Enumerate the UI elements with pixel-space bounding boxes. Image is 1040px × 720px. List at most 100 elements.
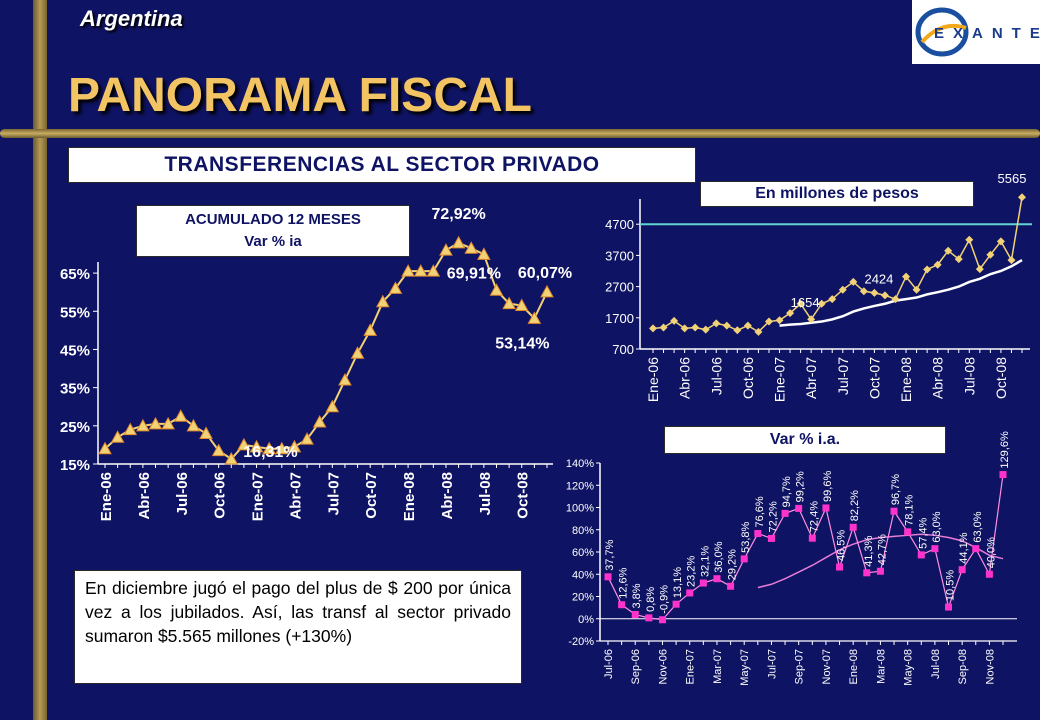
- millones-point: [680, 324, 689, 333]
- var-ia-x-tick-label: Jul-08: [930, 649, 942, 679]
- var-ia-data-label: 0,8%: [645, 587, 657, 612]
- var-ia-point: [754, 530, 762, 538]
- millones-x-tick-label: Jul-07: [835, 357, 851, 395]
- acumulado-point: [502, 296, 516, 310]
- acumulado-point: [477, 247, 491, 260]
- var-ia-y-tick-label: -20%: [568, 636, 594, 648]
- acumulado-data-label: 69,91%: [447, 265, 501, 282]
- acumulado-point: [287, 439, 302, 453]
- millones-point: [828, 295, 837, 304]
- var-ia-point: [645, 614, 653, 622]
- millones-point: [891, 295, 900, 304]
- var-ia-point: [945, 603, 953, 611]
- var-ia-data-label: 41,3%: [863, 535, 875, 566]
- var-ia-point: [999, 471, 1007, 479]
- decorative-vertical-bar: [33, 0, 47, 720]
- note-box: En diciembre jugó el pago del plus de $ …: [74, 570, 522, 684]
- millones-point: [975, 265, 984, 274]
- country-label: Argentina: [80, 6, 183, 31]
- var-ia-y-tick-label: 60%: [572, 547, 594, 559]
- acumulado-x-tick-label: Jul-08: [477, 472, 494, 515]
- millones-data-label: 5565: [998, 171, 1027, 186]
- millones-point: [965, 235, 974, 244]
- var-ia-point: [713, 575, 721, 583]
- acumulado-point: [186, 418, 201, 432]
- var-ia-box-label: Var % i.a.: [664, 426, 946, 454]
- millones-x-tick-label: Ene-06: [645, 357, 661, 402]
- acumulado-point: [173, 409, 188, 422]
- millones-x-tick-label: Abr-06: [677, 357, 693, 399]
- var-ia-x-tick-label: Jul-07: [766, 649, 778, 679]
- acumulado-y-tick-label: 45%: [60, 342, 90, 359]
- var-ia-data-label: 76,6%: [754, 496, 766, 527]
- millones-point: [754, 327, 763, 336]
- acumulado-point: [161, 416, 175, 430]
- millones-x-tick-label: Jul-08: [961, 357, 977, 395]
- exante-logo: EXANTE: [912, 0, 1040, 64]
- millones-point: [649, 324, 657, 333]
- var-ia-point: [767, 534, 775, 542]
- millones-y-tick-label: 1700: [605, 311, 634, 326]
- var-ia-point: [686, 589, 694, 597]
- acumulado-point: [426, 264, 441, 277]
- acumulado-x-tick-label: Ene-06: [98, 472, 115, 521]
- acumulado-data-label: 60,07%: [518, 265, 572, 282]
- var-ia-data-label: 78,1%: [904, 494, 916, 525]
- logo-text: EXANTE: [934, 25, 1040, 42]
- var-ia-point: [727, 582, 735, 590]
- millones-box-label: En millones de pesos: [700, 181, 974, 207]
- acumulado-point: [338, 372, 352, 386]
- var-ia-x-tick-label: Sep-08: [957, 649, 969, 684]
- millones-x-tick-label: Oct-07: [866, 357, 882, 399]
- millones-y-tick-label: 4700: [605, 217, 634, 232]
- acumulado-point: [249, 439, 264, 453]
- var-ia-data-label: 10,5%: [945, 570, 957, 601]
- var-ia-data-label: 82,2%: [849, 490, 861, 521]
- millones-point: [933, 260, 942, 269]
- var-ia-data-label: 53,8%: [740, 521, 752, 552]
- acumulado-point: [325, 399, 340, 413]
- acumulado-box-line2: Var % ia: [244, 233, 302, 250]
- var-ia-data-label: 63,0%: [972, 511, 984, 542]
- acumulado-y-tick-label: 25%: [60, 419, 90, 436]
- millones-point: [817, 299, 826, 308]
- decorative-horizontal-bar: [0, 129, 1040, 138]
- millones-x-tick-label: Ene-07: [772, 357, 788, 402]
- var-ia-point: [876, 567, 884, 575]
- acumulado-point: [527, 311, 542, 324]
- acumulado-point: [375, 294, 390, 308]
- millones-point: [1007, 256, 1016, 265]
- acumulado-point: [388, 281, 403, 294]
- var-ia-data-label: 99,2%: [795, 471, 807, 502]
- acumulado-point: [464, 241, 479, 254]
- var-ia-point: [958, 566, 966, 574]
- millones-x-tick-label: Abr-08: [930, 357, 946, 399]
- acumulado-point: [224, 451, 239, 465]
- millones-point: [996, 237, 1005, 246]
- millones-point: [691, 323, 700, 332]
- var-ia-data-label: 94,7%: [781, 476, 793, 507]
- var-ia-point: [822, 504, 830, 512]
- var-ia-data-label: 42,7%: [876, 534, 888, 565]
- acumulado-point: [439, 243, 453, 256]
- var-ia-data-label: 129,6%: [999, 431, 1011, 469]
- acumulado-y-tick-label: 35%: [60, 381, 90, 398]
- var-ia-point: [781, 509, 789, 517]
- var-ia-x-tick-label: Nov-06: [657, 649, 669, 684]
- var-ia-y-tick-label: 140%: [566, 458, 594, 470]
- millones-x-tick-label: Abr-07: [803, 357, 819, 399]
- var-ia-y-tick-label: 100%: [566, 503, 594, 515]
- millones-point: [722, 321, 731, 330]
- millones-y-tick-label: 2700: [605, 280, 634, 295]
- var-ia-point: [890, 507, 898, 515]
- var-ia-point: [618, 601, 626, 609]
- var-ia-data-label: 3,8%: [631, 583, 643, 608]
- var-ia-data-label: -0,9%: [658, 585, 670, 614]
- var-ia-x-tick-label: Nov-08: [984, 649, 996, 684]
- var-ia-data-label: 23,2%: [686, 556, 698, 587]
- var-ia-x-tick-label: Jul-06: [603, 649, 615, 679]
- var-ia-data-label: 13,1%: [672, 567, 684, 598]
- var-ia-point: [740, 555, 748, 563]
- acumulado-x-tick-label: Jul-07: [325, 472, 342, 515]
